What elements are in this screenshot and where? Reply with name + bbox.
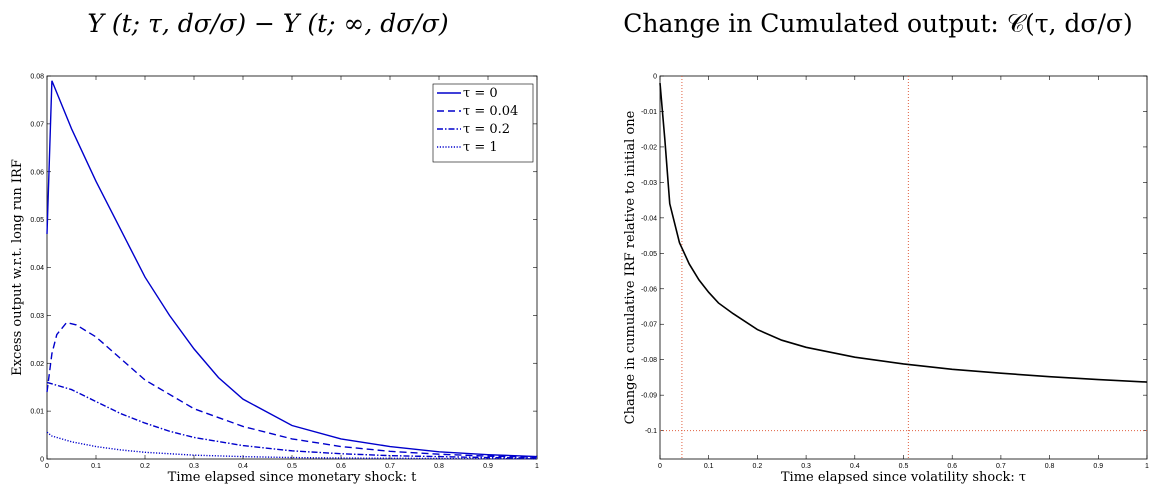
right-chart: 0 0.1 0.2 0.3 0.4 0.5 0.6 0.7 0.8 0.9 1 0 -0.01 -0.02… <box>623 74 1149 486</box>
y-tick-label: 0.04 <box>30 265 44 272</box>
legend-box <box>432 83 534 163</box>
y-tick-label: 0.07 <box>30 121 44 128</box>
y-tick-label: 0.06 <box>30 169 44 176</box>
x-tick-label: 0.3 <box>189 463 199 470</box>
y-tick-label: -0.05 <box>641 251 657 258</box>
x-tick-label: 0.8 <box>1045 463 1055 470</box>
x-tick-label: 0.9 <box>1093 463 1103 470</box>
x-tick-label: 0.6 <box>336 463 346 470</box>
y-axis-label: Change in cumulative IRF relative to ini… <box>623 110 638 424</box>
y-tick-label: 0.03 <box>30 313 44 320</box>
x-tick-label: 0.5 <box>899 463 909 470</box>
x-tick-label: 0.7 <box>385 463 395 470</box>
y-tick-label: 0.05 <box>30 217 44 224</box>
x-axis-label: Time elapsed since monetary shock: t <box>168 470 417 485</box>
y-tick-label: -0.04 <box>641 215 657 222</box>
left-chart: 0 0.1 0.2 0.3 0.4 0.5 0.6 0.7 0.8 0.9 1 0 0.01 0.02 0.… <box>10 74 539 486</box>
series-line-1 <box>46 321 538 458</box>
series-line-2 <box>46 381 538 459</box>
x-tick-label: 0.7 <box>996 463 1006 470</box>
x-tick-label: 1 <box>1145 463 1149 470</box>
legend-label-3: τ = 1 <box>463 140 498 155</box>
x-tick-label: 0.4 <box>238 463 248 470</box>
x-tick-label: 0.4 <box>850 463 860 470</box>
x-tick-label: 0.6 <box>947 463 957 470</box>
legend-label-1: τ = 0.04 <box>463 104 518 119</box>
y-tick-label: 0 <box>40 457 44 464</box>
y-tick-label: -0.02 <box>641 144 657 151</box>
x-tick-label: 0.8 <box>434 463 444 470</box>
legend-label-0: τ = 0 <box>463 86 498 101</box>
left-chart-title: Y (t; τ, dσ/σ) − Y (t; ∞, dσ/σ) <box>87 9 448 38</box>
x-tick-label: 0 <box>45 463 49 470</box>
x-tick-label: 0.1 <box>704 463 714 470</box>
series-line-3 <box>46 431 538 460</box>
y-tick-label: 0 <box>653 74 657 81</box>
x-tick-label: 0.1 <box>91 463 101 470</box>
x-tick-label: 0 <box>658 463 662 470</box>
series-line-0 <box>46 80 538 458</box>
y-tick-label: -0.01 <box>641 109 657 116</box>
y-tick-label: -0.09 <box>641 393 657 400</box>
x-axis-label: Time elapsed since volatility shock: τ <box>781 470 1026 485</box>
y-tick-label: -0.08 <box>641 357 657 364</box>
y-tick-label: -0.1 <box>645 428 657 435</box>
legend-label-2: τ = 0.2 <box>463 122 510 137</box>
y-tick-label: 0.01 <box>30 409 44 416</box>
y-axis-label: Excess output w.r.t. long run IRF <box>10 159 25 376</box>
y-tick-label: -0.07 <box>641 322 657 329</box>
y-tick-label: -0.03 <box>641 180 657 187</box>
right-chart-title: Change in Cumulated output: 𝒞(τ, dσ/σ) <box>623 9 1133 38</box>
y-tick-label: -0.06 <box>641 286 657 293</box>
x-tick-label: 0.2 <box>140 463 150 470</box>
x-tick-label: 1 <box>535 463 539 470</box>
plot-frame <box>659 75 1148 460</box>
x-tick-label: 0.2 <box>753 463 763 470</box>
x-tick-label: 0.3 <box>801 463 811 470</box>
x-tick-label: 0.5 <box>287 463 297 470</box>
x-tick-label: 0.9 <box>483 463 493 470</box>
y-tick-label: 0.02 <box>30 361 44 368</box>
series-line-0 <box>659 83 1148 383</box>
y-tick-label: 0.08 <box>30 74 44 81</box>
